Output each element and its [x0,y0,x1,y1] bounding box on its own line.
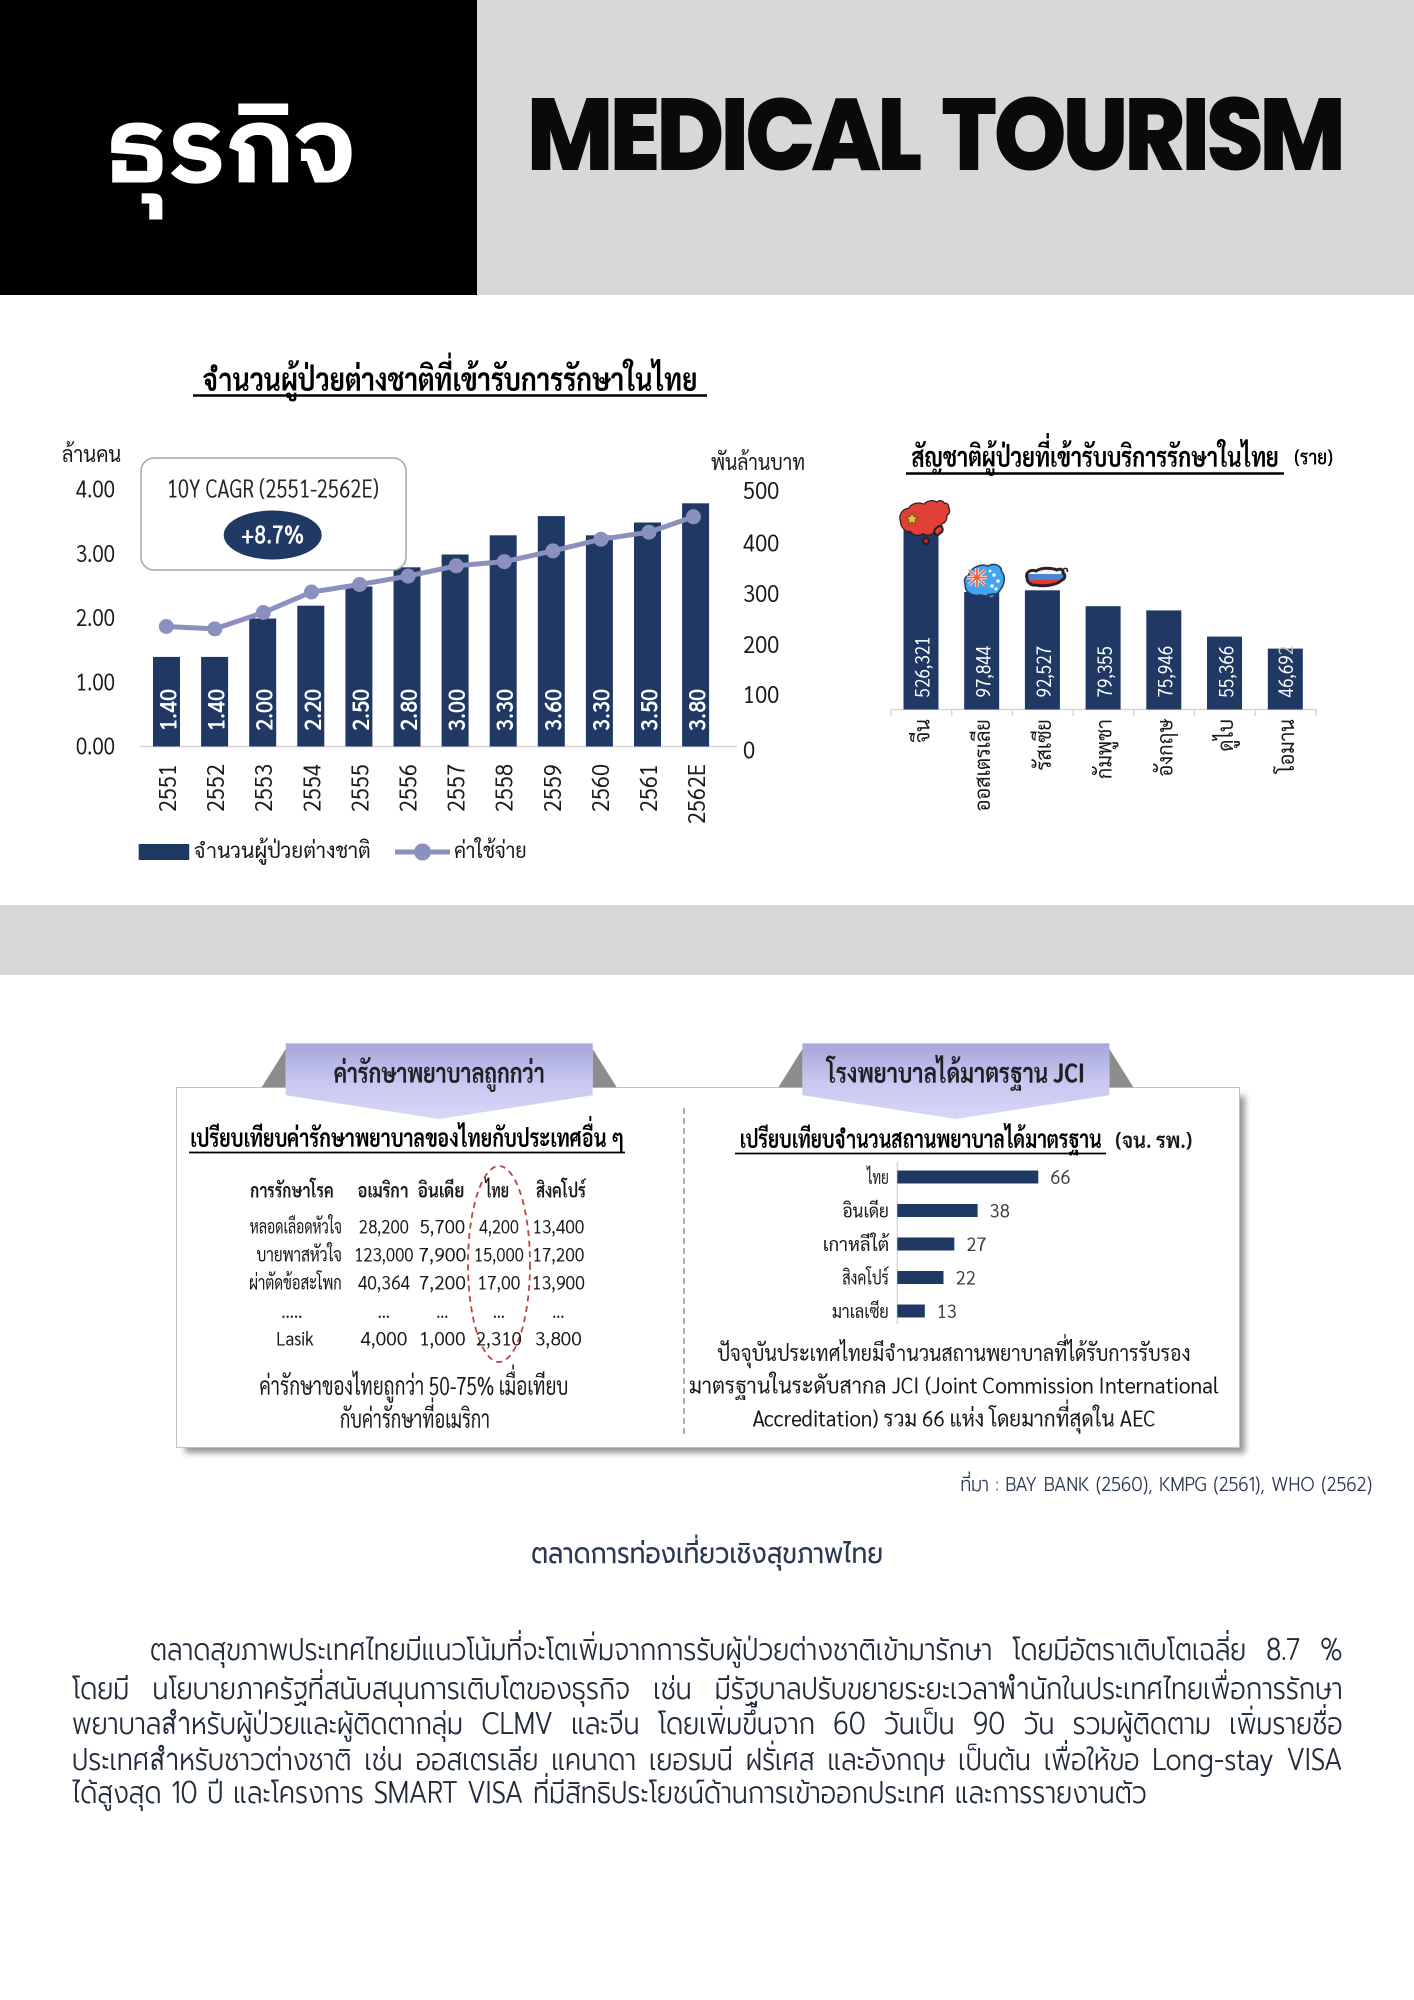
svg-text:2559: 2559 [535,764,567,812]
svg-text:2554: 2554 [295,764,327,812]
svg-text:100: 100 [743,678,779,710]
svg-text:อังกฤษ: อังกฤษ [1150,718,1178,776]
svg-text:โอมาน: โอมาน [1271,719,1299,774]
svg-text:ล้านคน: ล้านคน [62,438,121,467]
svg-text:3.50: 3.50 [633,689,663,731]
svg-text:ค่ารักษาพยาบาลถูกกว่า: ค่ารักษาพยาบาลถูกกว่า [334,1054,545,1092]
svg-text:พันล้านบาท: พันล้านบาท [711,447,805,476]
svg-text:2558: 2558 [487,764,519,812]
svg-text:ดูไบ: ดูไบ [1210,719,1241,752]
svg-text:400: 400 [743,526,779,558]
svg-text:200: 200 [743,628,779,660]
svg-text:2.50: 2.50 [345,689,375,731]
svg-text:+8.7%: +8.7% [241,518,304,550]
svg-text:2560: 2560 [584,764,616,812]
svg-text:4.00: 4.00 [76,473,115,504]
svg-text:55,366: 55,366 [1213,646,1239,698]
svg-text:2.00: 2.00 [249,689,279,731]
svg-text:2552: 2552 [199,764,231,812]
svg-text:2557: 2557 [439,764,471,812]
svg-text:ค่าใช้จ่าย: ค่าใช้จ่าย [454,835,527,863]
svg-text:3.30: 3.30 [585,689,615,731]
svg-text:97,844: 97,844 [970,646,996,698]
svg-text:1.40: 1.40 [152,689,182,731]
svg-text:300: 300 [743,577,779,609]
svg-text:3.00: 3.00 [441,689,471,731]
svg-text:โรงพยาบาลได้มาตรฐาน JCI: โรงพยาบาลได้มาตรฐาน JCI [825,1054,1085,1091]
svg-text:0.00: 0.00 [76,730,115,761]
svg-text:1.00: 1.00 [76,665,115,696]
svg-text:ที่มา : BAY BANK (2560), KMPG: ที่มา : BAY BANK (2560), KMPG (2561), WH… [960,1468,1372,1499]
svg-text:3.60: 3.60 [537,689,567,731]
svg-text:2551: 2551 [151,764,183,812]
svg-text:2.80: 2.80 [393,689,423,731]
svg-text:46,692: 46,692 [1273,646,1299,698]
svg-text:จำนวนผู้ป่วยต่างชาติ: จำนวนผู้ป่วยต่างชาติ [194,836,371,866]
svg-text:2553: 2553 [247,764,279,812]
svg-text:2562E: 2562E [680,764,712,824]
svg-text:10Y CAGR (2551-2562E): 10Y CAGR (2551-2562E) [167,472,379,504]
svg-text:จีน: จีน [907,719,935,743]
svg-text:92,527: 92,527 [1031,646,1057,698]
svg-text:สัญชาติผู้ป่วยที่เข้ารับบริการ: สัญชาติผู้ป่วยที่เข้ารับบริการรักษาในไทย [911,432,1279,476]
svg-text:จำนวนผู้ป่วยต่างชาติที่เข้ารับ: จำนวนผู้ป่วยต่างชาติที่เข้ารับการรักษาใน… [203,351,698,401]
svg-text:2561: 2561 [632,764,664,812]
svg-text:2555: 2555 [343,764,375,812]
svg-text:2556: 2556 [391,764,423,812]
svg-text:2.00: 2.00 [76,601,115,632]
svg-text:(ราย): (ราย) [1294,444,1333,470]
svg-text:3.30: 3.30 [489,689,519,731]
svg-text:กัมพูชา: กัมพูชา [1089,719,1120,779]
svg-text:ตลาดการท่องเที่ยวเชิงสุขภาพไทย: ตลาดการท่องเที่ยวเชิงสุขภาพไทย [531,1532,883,1576]
svg-text:500: 500 [743,474,779,506]
svg-text:3.00: 3.00 [76,537,115,568]
svg-text:79,355: 79,355 [1091,646,1117,698]
svg-text:2.20: 2.20 [297,689,327,731]
svg-text:รัสเซีย: รัสเซีย [1028,719,1056,770]
svg-text:1.40: 1.40 [201,689,231,731]
svg-text:0: 0 [743,733,755,765]
svg-text:ออสเตรเลีย: ออสเตรเลีย [967,719,995,811]
svg-text:75,946: 75,946 [1152,646,1178,698]
svg-text:3.80: 3.80 [682,689,712,731]
svg-text:526,321: 526,321 [909,636,935,697]
